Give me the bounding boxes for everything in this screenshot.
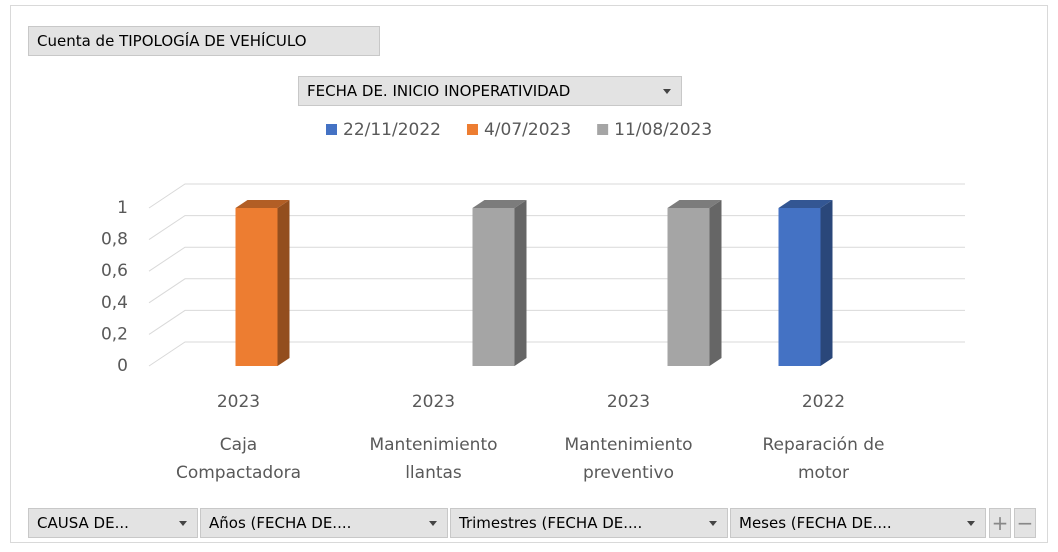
bar xyxy=(235,208,278,366)
bar-top xyxy=(235,200,290,208)
axis-field-label: Meses (FECHA DE.... xyxy=(739,514,892,532)
x-category-line: llantas xyxy=(405,463,462,483)
dropdown-arrow xyxy=(429,521,437,526)
axis-field-button[interactable]: Meses (FECHA DE.... xyxy=(730,508,986,538)
x-year-label: 2022 xyxy=(802,392,845,412)
legend-label: 4/07/2023 xyxy=(484,120,571,140)
y-tick-label: 0,8 xyxy=(101,230,128,250)
bar-top xyxy=(472,200,527,208)
dropdown-arrow xyxy=(967,521,975,526)
y-tick-label: 0,6 xyxy=(101,261,128,281)
dropdown-arrow xyxy=(709,521,717,526)
x-category-label: Caja Compactadora xyxy=(176,435,301,483)
legend-label: 11/08/2023 xyxy=(614,120,712,140)
collapse-button[interactable]: − xyxy=(1014,508,1036,538)
chart-frame xyxy=(10,5,1048,543)
x-category-line: Compactadora xyxy=(176,463,301,483)
bar-side xyxy=(514,200,527,366)
x-category-line: Mantenimiento xyxy=(564,435,692,455)
bar-side xyxy=(820,200,833,366)
axis-field-label: Trimestres (FECHA DE.... xyxy=(459,514,643,532)
x-category-line: Mantenimiento xyxy=(369,435,497,455)
bar xyxy=(472,208,515,366)
legend-swatch xyxy=(466,124,478,135)
bar-side xyxy=(709,200,722,366)
legend-label: 22/11/2022 xyxy=(343,120,441,140)
bar-side xyxy=(277,200,290,366)
bar xyxy=(667,208,710,366)
dropdown-arrow xyxy=(663,89,671,94)
value-field-button[interactable]: Cuenta de TIPOLOGÍA DE VEHÍCULO xyxy=(28,26,380,56)
dropdown-arrow xyxy=(179,521,187,526)
expand-button[interactable]: + xyxy=(989,508,1011,538)
bar-top xyxy=(778,200,833,208)
axis-field-label: Años (FECHA DE.... xyxy=(209,514,352,532)
x-year-label: 2023 xyxy=(412,392,455,412)
x-year-label: 2023 xyxy=(607,392,650,412)
x-year-label: 2023 xyxy=(217,392,260,412)
x-category-line: Caja xyxy=(220,435,257,455)
legend-swatch xyxy=(326,124,337,135)
x-category-label: Mantenimiento preventivo xyxy=(564,435,692,483)
x-category-label: Reparación de motor xyxy=(762,435,884,483)
bar xyxy=(778,208,821,366)
x-category-label: Mantenimiento llantas xyxy=(369,435,497,483)
axis-field-label: CAUSA DE... xyxy=(37,514,129,532)
axis-field-button[interactable]: Años (FECHA DE.... xyxy=(200,508,448,538)
axis-field-button[interactable]: CAUSA DE... xyxy=(28,508,198,538)
legend-swatch xyxy=(597,124,609,135)
y-tick-label: 0,4 xyxy=(101,293,128,313)
y-tick-label: 0 xyxy=(117,356,128,376)
x-category-line: motor xyxy=(798,463,849,483)
y-tick-label: 1 xyxy=(117,198,128,218)
bar-top xyxy=(667,200,722,208)
grid-line xyxy=(148,183,965,209)
x-category-line: preventivo xyxy=(583,463,674,483)
axis-field-button[interactable]: Trimestres (FECHA DE.... xyxy=(450,508,728,538)
x-category-line: Reparación de xyxy=(762,435,884,455)
legend-field-label: FECHA DE. INICIO INOPERATIVIDAD xyxy=(307,82,571,100)
legend-field-button[interactable]: FECHA DE. INICIO INOPERATIVIDAD xyxy=(298,76,682,106)
y-tick-label: 0,2 xyxy=(101,324,128,344)
